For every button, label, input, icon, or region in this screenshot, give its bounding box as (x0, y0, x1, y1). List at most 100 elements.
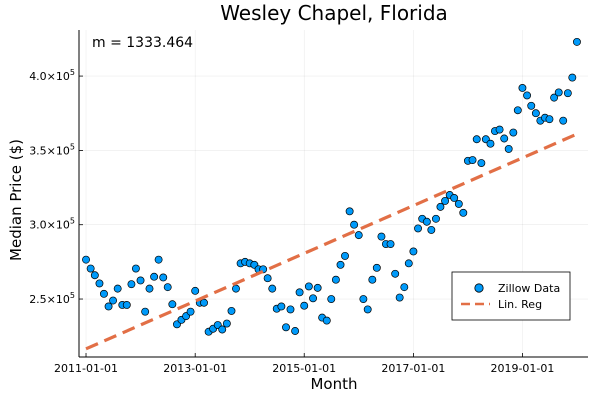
data-point (436, 202, 445, 211)
data-point (468, 156, 477, 165)
data-point (131, 264, 140, 273)
data-point (331, 275, 340, 284)
plot-area (82, 37, 581, 351)
data-point (409, 247, 418, 256)
data-point (99, 289, 108, 298)
data-point (354, 231, 363, 240)
data-point (291, 327, 300, 335)
data-point (477, 159, 486, 167)
x-tick-label: 2015-01-01 (272, 362, 336, 375)
data-point (327, 295, 336, 303)
data-point (404, 259, 413, 268)
axes (78, 30, 588, 358)
y-tick-mantissa: 2.5×10 (29, 293, 70, 306)
data-point (104, 302, 113, 311)
data-point (336, 260, 345, 269)
data-point (122, 301, 131, 309)
data-point (218, 325, 227, 334)
x-tick-label: 2013-01-01 (163, 362, 227, 375)
data-point (186, 307, 195, 316)
data-point (395, 293, 404, 302)
data-point (559, 116, 568, 125)
data-point (545, 115, 554, 124)
data-point (136, 276, 145, 285)
legend: Zillow Data Lin. Reg (451, 271, 571, 321)
data-point (268, 284, 277, 293)
x-tick-label: 2017-01-01 (381, 362, 445, 375)
y-tick-exponent: 5 (70, 68, 75, 77)
data-point (459, 208, 468, 217)
legend-box (451, 271, 571, 321)
data-point (295, 288, 304, 297)
data-point (472, 135, 481, 144)
legend-label-linreg: Lin. Reg (498, 298, 542, 311)
data-point (286, 305, 295, 314)
data-point (550, 93, 559, 102)
legend-label-zillow: Zillow Data (498, 282, 560, 295)
data-point (441, 196, 450, 205)
data-point (341, 251, 349, 260)
data-point (277, 302, 286, 311)
data-point (200, 298, 208, 307)
data-point (168, 300, 177, 309)
y-tick-exponent: 5 (70, 291, 75, 300)
data-point (531, 109, 540, 118)
data-point (304, 282, 313, 291)
tick-labels: 2011-01-01 2013-01-01 2015-01-01 2017-01-01… (29, 68, 554, 375)
data-point (82, 255, 90, 264)
data-point (95, 279, 104, 288)
data-point (154, 255, 163, 264)
regression-line (85, 132, 578, 351)
x-axis-label: Month (310, 375, 357, 393)
legend-marker-zillow (474, 283, 484, 293)
data-point (504, 144, 513, 153)
y-tick-mantissa: 4.0×10 (29, 70, 70, 83)
data-point (363, 305, 372, 314)
data-point (414, 224, 422, 233)
data-point (422, 217, 431, 226)
slope-annotation: m = 1333.464 (92, 35, 193, 51)
y-axis-label: Median Price ($) (7, 139, 25, 261)
chart-title: Wesley Chapel, Florida (220, 1, 448, 25)
y-tick-label: 3.0×105 (29, 217, 75, 232)
data-point (568, 73, 577, 82)
data-point (377, 232, 386, 241)
data-point (309, 294, 317, 303)
data-point (86, 264, 95, 273)
data-point (345, 207, 354, 216)
data-point (486, 139, 495, 148)
data-point (518, 84, 527, 92)
data-point (527, 101, 536, 110)
y-tick-mantissa: 3.5×10 (29, 144, 70, 157)
data-point (159, 273, 168, 282)
data-point (350, 220, 359, 229)
data-point (500, 134, 509, 143)
data-point (150, 272, 159, 281)
data-point (400, 283, 409, 292)
data-point (300, 301, 309, 310)
data-point (263, 274, 272, 283)
x-tick-label: 2019-01-01 (490, 362, 554, 375)
data-point (454, 199, 463, 208)
y-tick-label: 2.5×105 (29, 291, 75, 306)
data-point (145, 284, 154, 293)
y-tick-mantissa: 3.0×10 (29, 219, 70, 232)
data-point (391, 269, 400, 278)
y-tick-label: 3.5×105 (29, 142, 75, 157)
y-tick-exponent: 5 (70, 217, 75, 226)
data-point (113, 284, 122, 293)
data-point (554, 88, 563, 97)
data-point (368, 275, 377, 284)
data-point (232, 284, 240, 293)
data-point (141, 307, 150, 316)
data-point (450, 194, 459, 202)
data-point (222, 319, 231, 328)
data-point (495, 125, 504, 134)
data-point (322, 316, 331, 325)
data-point (523, 91, 532, 100)
data-point (563, 89, 572, 98)
y-tick-label: 4.0×105 (29, 68, 75, 83)
data-point (313, 283, 322, 292)
y-tick-exponent: 5 (70, 142, 75, 151)
data-point (359, 295, 368, 303)
